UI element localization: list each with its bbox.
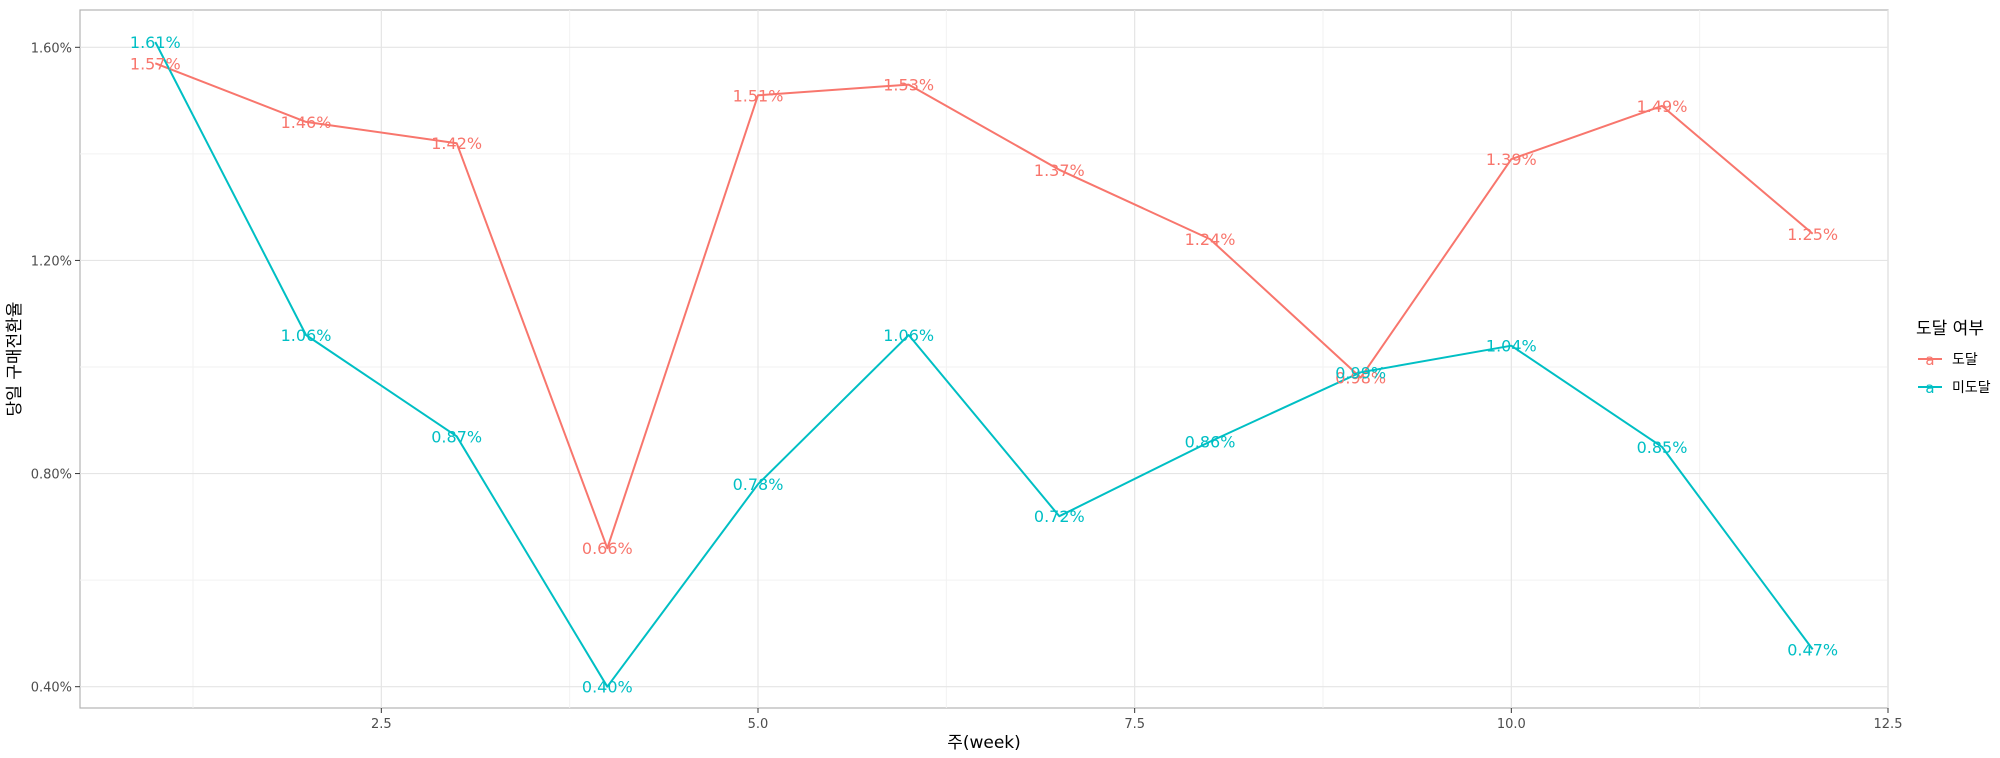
data-label: 1.25%: [1787, 225, 1838, 244]
data-label: 0.72%: [1034, 507, 1085, 526]
legend-key-glyph: a: [1925, 351, 1934, 369]
y-axis-ticks: 0.40% 0.80% 1.20% 1.60%: [31, 41, 80, 696]
data-label: 0.86%: [1185, 433, 1236, 452]
x-tick-label: 10.0: [1497, 717, 1526, 732]
x-tick-label: 2.5: [371, 717, 392, 732]
legend-item: a 도달: [1918, 351, 1978, 369]
data-label: 0.78%: [733, 475, 784, 494]
plot-panel: [79, 9, 1889, 709]
major-gridlines: [80, 10, 1889, 708]
data-label: 1.53%: [883, 76, 934, 95]
data-label: 0.47%: [1787, 640, 1838, 659]
series-line-1: [154, 62, 1814, 550]
legend-item: a 미도달: [1918, 379, 1991, 397]
legend-items: a 도달 a 미도달: [1918, 351, 1991, 397]
data-label: 0.99%: [1335, 363, 1386, 382]
data-label: 1.46%: [281, 113, 332, 132]
data-label: 0.85%: [1637, 438, 1688, 457]
data-label: 1.61%: [130, 33, 181, 52]
data-label: 0.98%: [1335, 369, 1386, 388]
data-label: 0.87%: [431, 427, 482, 446]
data-label: 1.42%: [431, 134, 482, 153]
data-label: 1.37%: [1034, 161, 1085, 180]
legend-label: 미도달: [1952, 380, 1991, 396]
data-label: 1.51%: [733, 86, 784, 105]
data-label: 1.24%: [1185, 230, 1236, 249]
y-tick-label: 1.60%: [31, 41, 72, 56]
y-tick-label: 1.20%: [31, 254, 72, 269]
legend-title: 도달 여부: [1916, 319, 1984, 339]
data-labels: 1.57% 1.46% 1.42% 0.66% 1.51% 1.53% 1.37% 1.24%…: [130, 33, 1838, 697]
data-label: 1.04%: [1486, 337, 1537, 356]
data-label: 1.39%: [1486, 150, 1537, 169]
legend-key-glyph: a: [1925, 379, 1934, 397]
series-line-2: [154, 41, 1814, 688]
legend: 도달 여부 a 도달 a 미도달: [1916, 319, 1991, 397]
data-label: 1.57%: [130, 54, 181, 73]
data-label: 0.66%: [582, 539, 633, 558]
x-tick-label: 12.5: [1874, 717, 1903, 732]
x-axis-ticks: 2.5 5.0 7.5 10.0 12.5: [371, 708, 1902, 732]
y-axis-title: 당일 구매전환율: [5, 302, 25, 417]
data-label: 1.06%: [281, 326, 332, 345]
data-label: 1.06%: [883, 326, 934, 345]
legend-label: 도달: [1952, 352, 1978, 368]
x-tick-label: 5.0: [748, 717, 769, 732]
y-tick-label: 0.80%: [31, 468, 72, 483]
x-tick-label: 7.5: [1124, 717, 1145, 732]
y-tick-label: 0.40%: [31, 681, 72, 696]
data-label: 0.40%: [582, 678, 633, 697]
data-label: 1.49%: [1637, 97, 1688, 116]
x-axis-title: 주(week): [947, 733, 1021, 753]
series-lines: [154, 41, 1814, 688]
